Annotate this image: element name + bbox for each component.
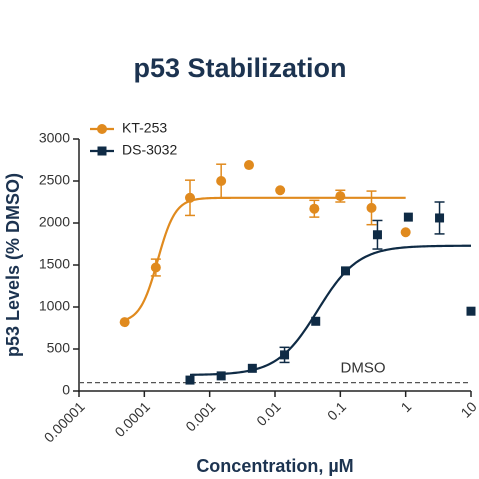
x-tick-label: 10 — [457, 398, 479, 420]
data-point — [466, 306, 476, 316]
data-point — [366, 202, 377, 213]
y-tick-label: 0 — [62, 382, 70, 398]
legend-label: KT-253 — [122, 120, 167, 136]
data-point — [275, 185, 286, 196]
x-tick-label: 1 — [398, 398, 415, 415]
y-axis-label: p53 Levels (% DMSO) — [3, 173, 23, 357]
data-point — [216, 176, 227, 186]
x-tick-label: 0.00001 — [41, 398, 88, 445]
data-point — [311, 316, 321, 326]
y-tick-label: 1500 — [39, 256, 70, 272]
fit-curve — [124, 196, 406, 322]
data-point — [216, 371, 226, 381]
data-point — [150, 262, 161, 273]
x-tick-label: 0.001 — [182, 398, 218, 434]
y-tick-label: 500 — [47, 340, 71, 356]
y-tick-label: 3000 — [39, 130, 70, 146]
x-axis-label: Concentration, µM — [196, 456, 353, 476]
y-tick-label: 2000 — [39, 214, 70, 230]
data-point — [400, 227, 411, 238]
x-tick-label: 0.1 — [324, 398, 349, 423]
data-point — [403, 212, 413, 222]
chart-title: p53 Stabilization — [133, 53, 346, 83]
data-point — [309, 203, 320, 214]
data-point — [372, 230, 382, 240]
legend-marker — [97, 146, 107, 156]
data-point — [244, 160, 255, 171]
data-point — [280, 350, 290, 360]
data-point — [435, 213, 445, 223]
legend-marker — [97, 124, 107, 134]
y-tick-label: 2500 — [39, 172, 70, 188]
data-point — [119, 317, 130, 328]
data-point — [185, 375, 195, 385]
data-point — [341, 266, 351, 276]
legend-label: DS-3032 — [122, 142, 177, 158]
fit-curve — [189, 244, 471, 376]
x-tick-label: 0.0001 — [111, 398, 153, 440]
reference-label: DMSO — [341, 360, 386, 377]
y-tick-label: 1000 — [39, 298, 70, 314]
data-point — [184, 192, 195, 203]
data-point — [335, 191, 346, 202]
x-tick-label: 0.01 — [253, 398, 284, 429]
data-point — [247, 363, 257, 373]
